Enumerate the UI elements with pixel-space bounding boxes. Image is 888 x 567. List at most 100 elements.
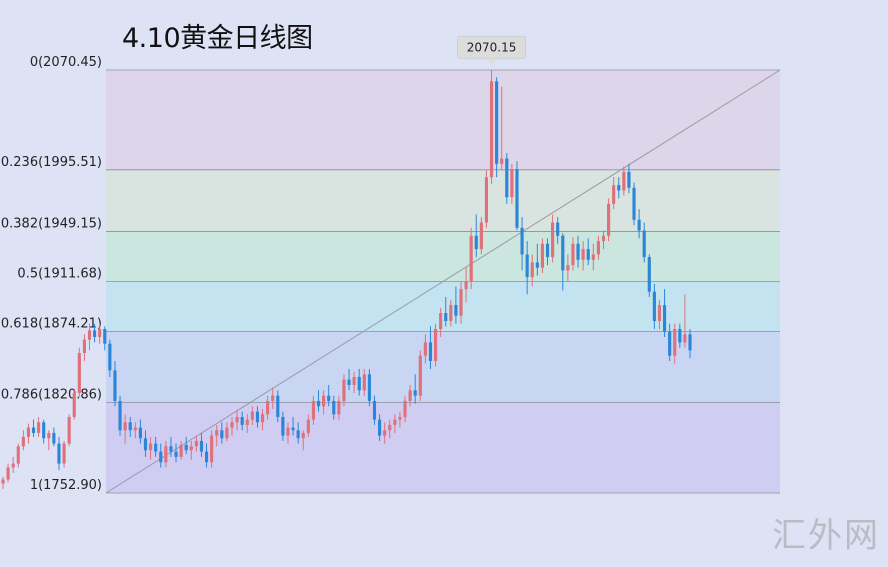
candle-body: [622, 171, 626, 191]
candle: [118, 395, 122, 436]
candle: [668, 323, 672, 361]
candle: [627, 163, 631, 194]
candle: [57, 436, 61, 471]
candle: [138, 419, 142, 444]
candle: [561, 233, 565, 291]
candle-body: [337, 400, 341, 415]
candle: [459, 281, 463, 324]
candle-body: [551, 222, 555, 258]
candle-body: [255, 411, 260, 423]
candle-body: [245, 419, 249, 425]
candle-body: [372, 400, 377, 420]
candle-body: [515, 169, 519, 228]
candle-body: [581, 249, 585, 260]
candle: [444, 297, 448, 327]
candle-body: [439, 313, 443, 330]
candle: [296, 422, 300, 444]
candle: [367, 368, 371, 407]
candle: [357, 368, 361, 396]
candle-body: [316, 400, 321, 407]
candle-body: [57, 443, 61, 464]
candle: [133, 422, 137, 439]
candle-body: [138, 427, 142, 439]
candle: [423, 334, 427, 364]
candle-body: [657, 305, 662, 322]
candle: [393, 414, 397, 433]
candle-body: [601, 235, 606, 242]
candle: [403, 395, 407, 423]
candle: [332, 395, 336, 420]
candle: [540, 238, 544, 274]
candle-body: [489, 81, 494, 178]
candle-body: [250, 411, 254, 420]
candle-body: [62, 443, 66, 464]
candle: [225, 422, 229, 441]
candle-body: [37, 422, 41, 433]
candle-body: [591, 254, 595, 260]
candle-body: [169, 446, 173, 452]
candle: [469, 227, 473, 290]
candle: [276, 390, 280, 423]
candle-body: [352, 376, 356, 385]
candle-body: [678, 329, 682, 343]
candle: [479, 217, 483, 255]
candle-body: [500, 158, 504, 164]
candle-body: [607, 203, 611, 236]
candle: [26, 423, 31, 444]
candle-body: [271, 395, 275, 401]
fibonacci-bands: [106, 70, 780, 493]
candle: [576, 235, 580, 268]
candle: [571, 237, 575, 271]
candle: [199, 432, 204, 457]
candle: [87, 323, 92, 351]
candle-body: [179, 444, 183, 457]
candle: [250, 406, 254, 425]
candle: [433, 323, 438, 367]
candle-body: [189, 446, 193, 451]
watermark-logo: 汇外网: [772, 516, 880, 556]
candle: [581, 241, 585, 271]
candle-body: [306, 419, 310, 433]
candle-body: [459, 289, 463, 316]
candle-body: [6, 467, 10, 480]
candle-body: [668, 331, 672, 356]
candle: [642, 222, 646, 263]
candle-body: [113, 370, 117, 401]
fib-level-label-1: 0.236(1995.51): [1, 155, 102, 170]
candle: [21, 430, 25, 451]
candle-body: [154, 443, 158, 452]
candle: [204, 443, 209, 468]
candle: [103, 326, 107, 351]
candle: [464, 267, 468, 303]
candle: [16, 443, 20, 468]
candle-body: [449, 305, 453, 322]
candle: [347, 368, 351, 391]
candle: [194, 435, 198, 452]
fib-level-label-4: 0.618(1874.21): [1, 316, 102, 331]
candle-body: [266, 400, 270, 415]
candle: [128, 416, 132, 437]
candle: [612, 177, 616, 210]
fib-band-1: [106, 70, 780, 170]
candle-body: [367, 374, 371, 401]
candle-body: [398, 416, 402, 420]
candle: [266, 395, 270, 420]
candlestick-series: [1, 70, 692, 489]
candle-body: [637, 219, 641, 231]
candle: [607, 198, 611, 242]
candle-body: [93, 330, 97, 338]
candle-body: [184, 444, 188, 451]
candle-body: [108, 343, 112, 371]
candle-body: [199, 440, 204, 452]
candle-body: [571, 243, 575, 266]
candle: [530, 254, 534, 287]
candle: [556, 217, 560, 244]
candle-body: [67, 416, 71, 444]
peak-annotation-pointer: [486, 58, 497, 65]
candle-body: [413, 390, 417, 396]
candle-body: [520, 227, 524, 255]
candle: [210, 430, 214, 468]
candle-body: [362, 374, 366, 391]
candle-body: [347, 379, 351, 385]
